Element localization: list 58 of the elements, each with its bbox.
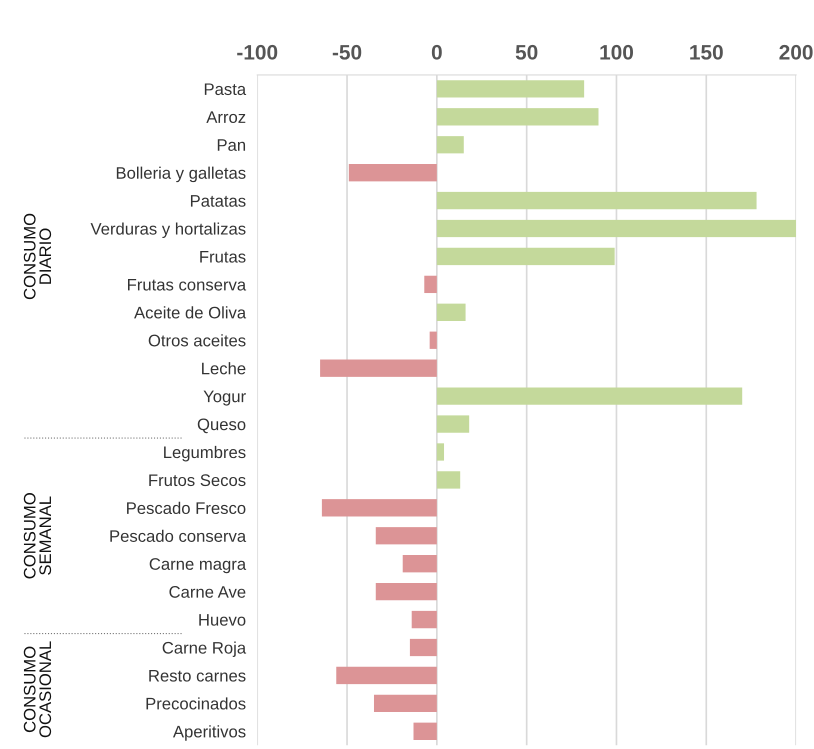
bar — [436, 387, 742, 405]
y-tick-label: Leche — [202, 362, 246, 374]
y-tick-label: Aperitivos — [172, 725, 246, 741]
x-tick-label: -50 — [332, 44, 362, 60]
bar — [436, 80, 584, 98]
y-tick-label: Aceite de Oliva — [134, 306, 246, 319]
y-tick-label: Frutas conserva — [128, 278, 246, 291]
y-tick-label: Queso — [198, 418, 246, 434]
x-tick-label: 150 — [690, 44, 723, 60]
bar — [436, 443, 444, 461]
x-tick-label: 100 — [600, 44, 633, 60]
y-tick-label: Arroz — [206, 111, 246, 123]
bar — [412, 610, 437, 628]
y-tick-label: Pescado Fresco — [127, 502, 246, 514]
bar — [436, 136, 464, 154]
y-tick-label: Pescado conserva — [110, 530, 246, 542]
x-tick-label: 50 — [516, 44, 538, 60]
text: CONSUMO SEMANAL — [24, 493, 52, 578]
bar — [436, 220, 796, 238]
y-tick-label: Yogur — [204, 390, 246, 406]
bar — [376, 527, 437, 544]
bar — [436, 108, 599, 126]
bar — [436, 415, 470, 433]
bar — [436, 304, 466, 321]
bar — [348, 164, 437, 182]
y-tick-label: Frutas — [200, 251, 246, 263]
bar — [322, 499, 437, 516]
bar — [402, 555, 437, 572]
y-tick-label: Legumbres — [164, 446, 246, 462]
bar — [430, 332, 437, 349]
y-tick-label: Resto carnes — [149, 670, 246, 682]
y-tick-label: Carne Roja — [162, 641, 246, 657]
x-tick-label: -100 — [237, 44, 278, 60]
x-tick-label: 200 — [779, 44, 813, 60]
bar — [320, 360, 437, 377]
y-tick-label: Carne Ave — [169, 586, 246, 598]
y-tick-label: Verduras y hortalizas — [90, 222, 246, 238]
bar — [436, 192, 757, 210]
bar — [336, 666, 437, 684]
bar — [374, 694, 437, 712]
y-tick-label: Huevo — [199, 614, 246, 626]
bar — [436, 248, 615, 266]
x-tick-label: 0 — [432, 44, 442, 60]
y-tick-label: Pasta — [204, 83, 246, 96]
y-tick-label: Bolleria y galletas — [116, 166, 246, 182]
y-tick-label: Frutos Secos — [149, 474, 246, 486]
y-tick-label: Pan — [218, 139, 246, 151]
text: CONSUMO OCASIONAL — [24, 641, 52, 738]
y-tick-label: Carne magra — [150, 558, 246, 574]
bar — [410, 638, 437, 656]
bar — [413, 722, 437, 740]
bar — [424, 276, 437, 294]
y-tick-label: Patatas — [190, 195, 246, 207]
bar — [376, 582, 437, 600]
y-tick-label: Otros aceites — [148, 334, 246, 346]
text: CONSUMO DIARIO — [24, 214, 52, 300]
y-tick-label: Precocinados — [146, 697, 246, 710]
bar — [436, 471, 460, 489]
